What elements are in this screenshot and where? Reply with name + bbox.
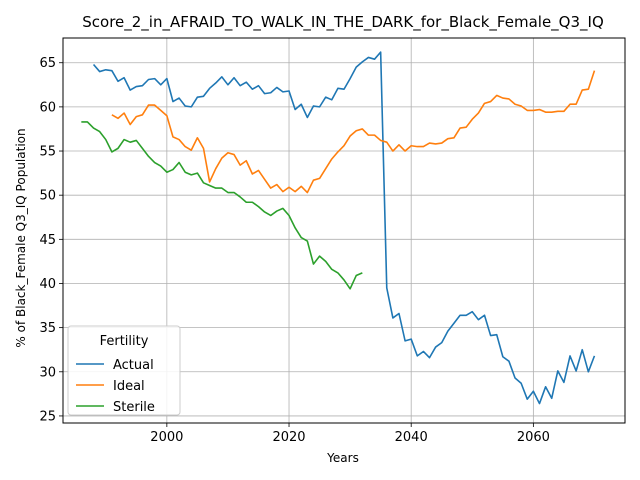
series-line-sterile: [81, 121, 363, 290]
x-tick-label: 2060: [517, 430, 550, 445]
x-axis-ticks: 2000 2020 2040 2060: [150, 423, 550, 445]
series-line-ideal: [111, 70, 596, 194]
legend-box: [67, 325, 181, 416]
y-tick-label: 50: [39, 189, 56, 204]
y-tick-label: 35: [39, 321, 56, 336]
series-layer: [81, 51, 596, 405]
x-axis-label: Years: [326, 451, 359, 465]
plot-frame: [62, 37, 626, 424]
legend-label-ideal: Ideal: [113, 379, 145, 394]
y-tick-label: 45: [39, 233, 56, 248]
chart-title: Score_2_in_AFRAID_TO_WALK_IN_THE_DARK_fo…: [82, 13, 604, 32]
y-axis-label: % of Black_Female Q3_IQ Population: [14, 128, 28, 347]
y-tick-label: 55: [39, 145, 56, 160]
y-tick-label: 40: [39, 277, 56, 292]
y-tick-label: 65: [39, 56, 56, 71]
legend: Fertility Actual Ideal Sterile: [67, 325, 181, 416]
y-tick-label: 25: [39, 409, 56, 424]
x-tick-label: 2000: [150, 430, 183, 445]
legend-label-actual: Actual: [113, 358, 154, 373]
y-axis-ticks: 25 30 35 40 45 50 55 60 65: [39, 56, 63, 424]
legend-label-sterile: Sterile: [113, 400, 155, 415]
x-tick-label: 2040: [395, 430, 428, 445]
y-tick-label: 60: [39, 100, 56, 115]
series-line-actual: [92, 51, 596, 405]
y-tick-label: 30: [39, 365, 56, 380]
x-tick-label: 2020: [272, 430, 305, 445]
legend-title: Fertility: [100, 334, 149, 349]
